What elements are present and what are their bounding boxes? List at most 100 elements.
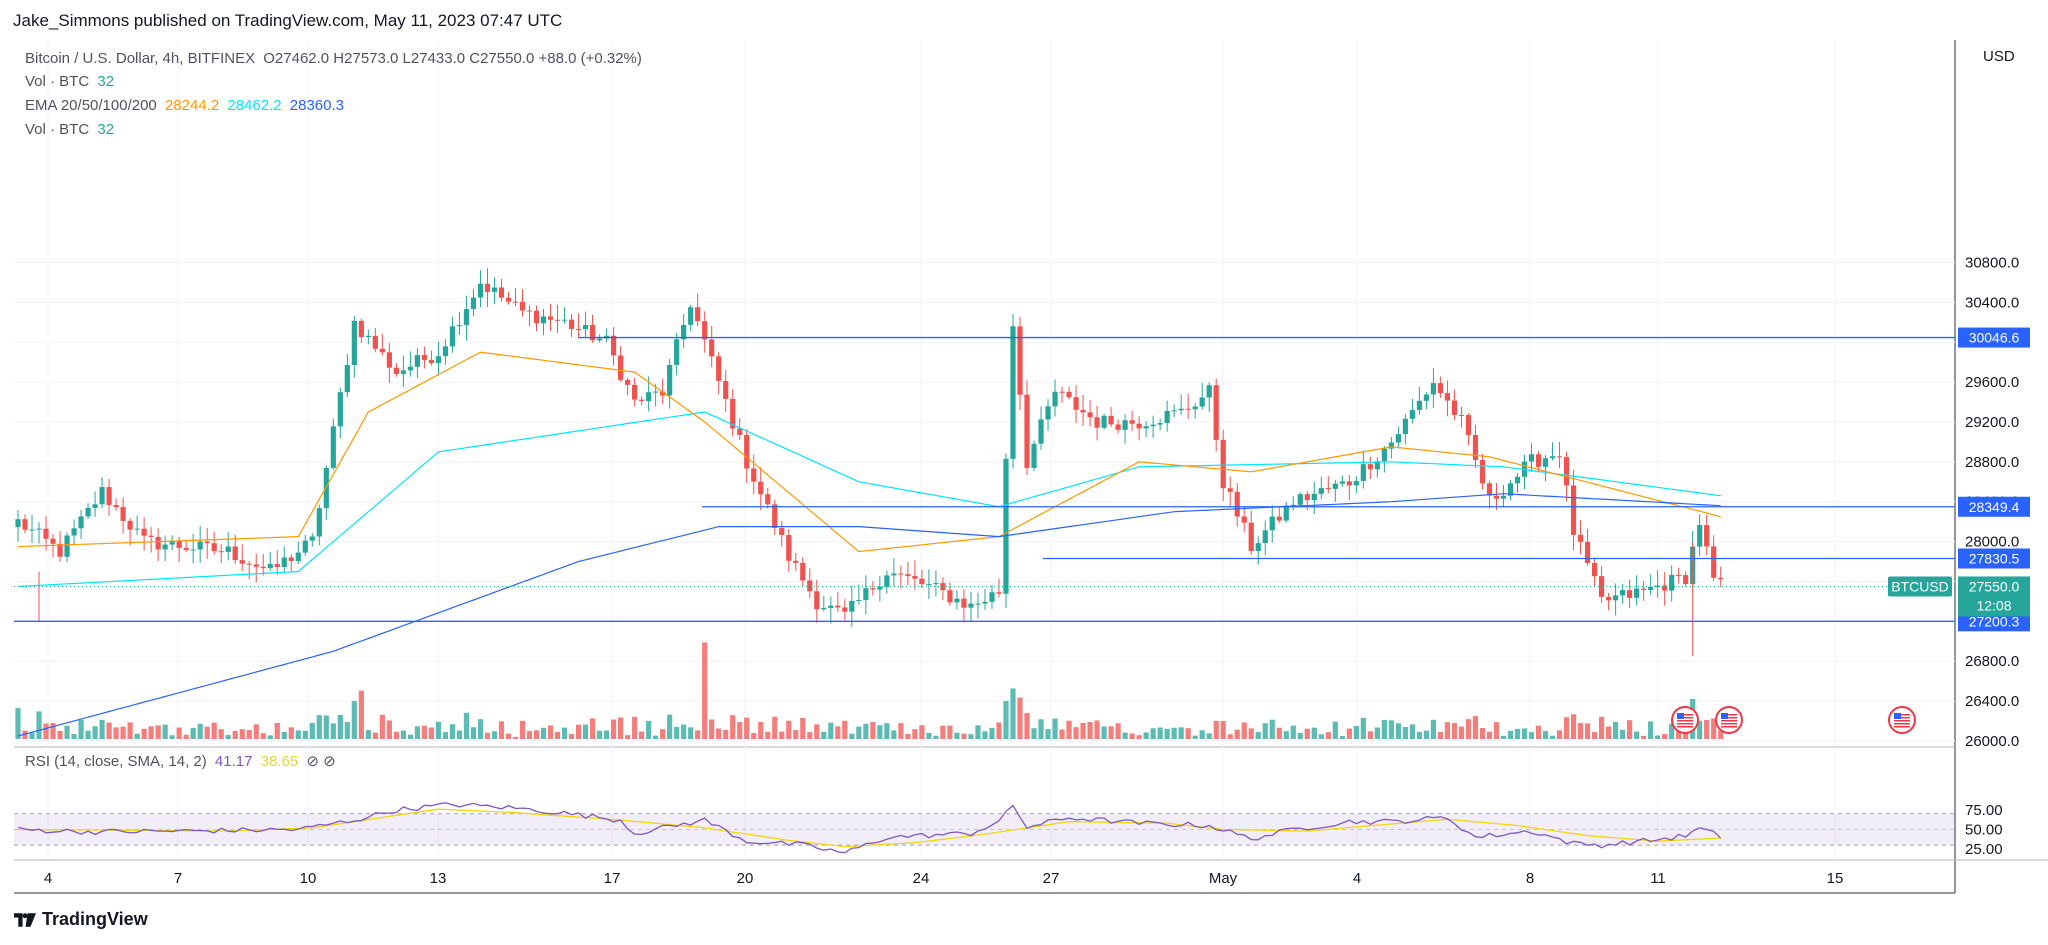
us-flag-icon[interactable]	[1715, 706, 1743, 734]
price-axis-tick: 26400.0	[1965, 693, 2019, 710]
candle-body	[1402, 418, 1408, 435]
candle-body	[1206, 385, 1212, 398]
legend-ema20-value: 28244.2	[164, 97, 220, 114]
time-axis-tick: 7	[174, 870, 182, 887]
volume-bar	[1521, 728, 1528, 739]
candle-body	[1073, 397, 1079, 410]
candle-body	[43, 528, 49, 539]
eye-off-icon[interactable]: ⊘	[306, 753, 319, 770]
volume-bar	[1388, 720, 1394, 739]
volume-bar	[1648, 721, 1654, 739]
horizontal-level-label: 28349.4	[1969, 499, 2020, 515]
volume-bar	[1711, 718, 1717, 739]
candle-body	[1129, 420, 1135, 424]
candle-body	[1234, 491, 1240, 517]
volume-bar	[1220, 720, 1226, 739]
legend-volume-row[interactable]: Vol · BTC 32	[25, 73, 114, 90]
candle-body	[1437, 383, 1444, 394]
volume-bar	[891, 730, 897, 739]
volume-bar	[1059, 729, 1065, 739]
volume-bar	[64, 725, 70, 739]
volume-bar	[218, 729, 224, 739]
volume-bar	[316, 715, 322, 739]
volume-bar	[1458, 726, 1465, 739]
candle-body	[1416, 400, 1422, 410]
candle-body	[1227, 488, 1233, 492]
eye-off-icon[interactable]: ⊘	[323, 753, 336, 770]
legend-volume-row-2[interactable]: Vol · BTC 32	[25, 121, 114, 138]
ema50-line	[17, 411, 1721, 588]
candle-body	[232, 546, 238, 561]
candle-body	[1549, 456, 1556, 459]
candle-body	[1493, 495, 1500, 499]
volume-bar	[78, 719, 84, 739]
time-axis-tick: 8	[1526, 870, 1534, 887]
us-flag-icon[interactable]	[1888, 706, 1916, 734]
price-axis-tick: 29200.0	[1965, 414, 2019, 431]
candle-body	[1563, 457, 1570, 486]
candle-body	[519, 301, 526, 311]
volume-bar	[484, 732, 491, 739]
candle-body	[176, 541, 182, 548]
volume-bar	[1150, 728, 1156, 739]
candle-body	[1325, 488, 1331, 490]
volume-bar	[1052, 718, 1058, 739]
candle-body	[365, 335, 371, 338]
volume-bar	[330, 723, 336, 739]
candle-body	[64, 535, 70, 557]
volume-bar	[141, 728, 147, 739]
candle-body	[1276, 516, 1282, 521]
volume-bar	[681, 724, 687, 739]
candle-body	[183, 547, 189, 551]
volume-bar	[821, 731, 827, 739]
bar-countdown: 12:08	[1976, 597, 2011, 613]
volume-bar	[1227, 734, 1233, 739]
volume-bar	[358, 690, 364, 739]
volume-bar	[1683, 731, 1689, 739]
time-axis-tick: 10	[300, 870, 317, 887]
volume-bar	[1423, 730, 1430, 739]
legend-rsi-row[interactable]: RSI (14, close, SMA, 14, 2) 41.17 38.65 …	[25, 752, 336, 770]
volume-bar	[155, 725, 161, 739]
candle-body	[1255, 543, 1261, 551]
candle-body	[589, 324, 596, 341]
candle-body	[1304, 494, 1310, 501]
candle-body	[681, 324, 687, 340]
volume-bar	[386, 720, 392, 739]
volume-bar	[1353, 725, 1359, 739]
candle-body	[814, 591, 820, 610]
volume-bar	[323, 715, 329, 739]
volume-bar	[232, 730, 238, 739]
tradingview-logo-icon	[14, 912, 36, 927]
legend-rsi-label: RSI (14, close, SMA, 14, 2)	[25, 753, 207, 770]
candle-body	[905, 574, 911, 577]
volume-bar	[1206, 733, 1212, 739]
volume-bar	[1192, 735, 1198, 739]
volume-bar	[835, 726, 841, 739]
candle-body	[926, 583, 932, 585]
volume-bar	[470, 727, 477, 739]
tradingview-brand[interactable]: TradingView	[14, 909, 148, 930]
candle-body	[393, 367, 399, 374]
legend-ema-row[interactable]: EMA 20/50/100/200 28244.2 28462.2 28360.…	[25, 97, 344, 114]
candle-body	[919, 578, 925, 585]
candle-body	[702, 321, 708, 340]
candle-body	[1591, 563, 1598, 577]
volume-bar	[940, 725, 946, 739]
us-flag-icon[interactable]	[1671, 706, 1699, 734]
volume-bar	[1213, 720, 1219, 739]
legend-symbol[interactable]: Bitcoin / U.S. Dollar, 4h, BITFINEX	[25, 50, 256, 67]
legend-volume-value: 32	[97, 73, 115, 90]
volume-bar	[351, 701, 357, 739]
volume-bar	[512, 736, 519, 739]
volume-bar	[723, 729, 729, 739]
legend-rsi-value: 41.17	[214, 753, 253, 770]
volume-bar	[533, 730, 540, 739]
volume-bar	[786, 720, 792, 739]
volume-bar	[211, 722, 217, 739]
volume-bar	[1528, 732, 1535, 739]
candle-body	[1465, 415, 1472, 436]
candle-body	[821, 607, 827, 610]
volume-bar	[1234, 729, 1240, 739]
